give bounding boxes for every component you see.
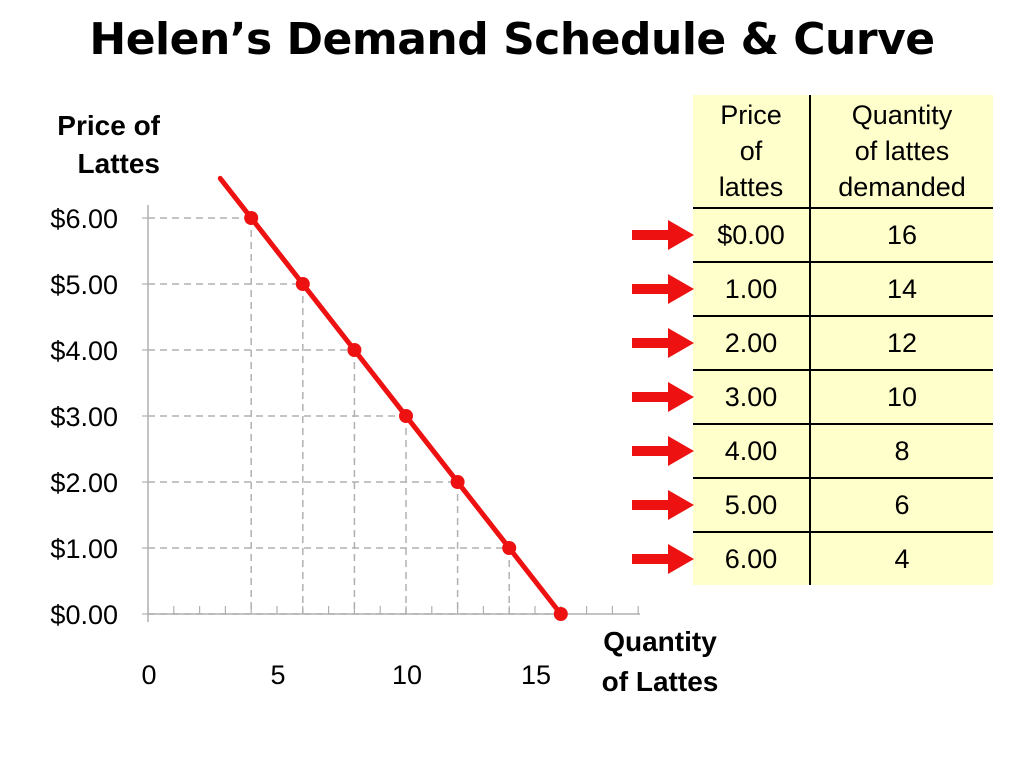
x-tick-label: 15 xyxy=(521,660,551,690)
y-tick-label: $5.00 xyxy=(50,270,118,300)
table-row: 5.00 6 xyxy=(693,477,993,532)
quantity-cell: 10 xyxy=(810,369,993,424)
data-point xyxy=(450,475,465,489)
quantity-cell: 4 xyxy=(810,531,993,585)
table-header-row: Price of lattes Quantity of lattes deman… xyxy=(693,95,993,208)
table-row: 1.00 14 xyxy=(693,261,993,316)
row-arrow-icon xyxy=(632,220,694,250)
quantity-cell: 12 xyxy=(810,315,993,370)
price-cell: 1.00 xyxy=(693,261,811,316)
row-arrow-icon xyxy=(632,490,694,520)
tick-label-layer: $0.00 $1.00 $2.00 $3.00 $4.00 $5.00 $6.00 0 5 10 1… xyxy=(50,204,551,690)
table-row: 3.00 10 xyxy=(693,369,993,424)
price-cell: 5.00 xyxy=(693,477,811,532)
demand-curve-line xyxy=(217,175,564,617)
curve-layer xyxy=(217,175,568,621)
x-tick-label: 5 xyxy=(270,660,285,690)
table-row: 2.00 12 xyxy=(693,315,993,370)
header-text: lattes xyxy=(718,172,784,202)
price-cell: 6.00 xyxy=(693,531,811,585)
quantity-cell: 16 xyxy=(810,207,993,262)
table-row: $0.00 16 xyxy=(693,207,993,262)
x-tick-label: 0 xyxy=(141,660,156,690)
quantity-cell: 14 xyxy=(810,261,993,316)
y-axis-title-line-1: Price of xyxy=(57,110,160,141)
y-tick-label: $3.00 xyxy=(50,402,118,432)
y-tick-label: $0.00 xyxy=(50,600,118,630)
x-axis-title: Quantity of Lattes xyxy=(575,622,745,702)
row-arrow-icon xyxy=(632,274,694,304)
slide-title: Helen’s Demand Schedule & Curve xyxy=(89,14,935,65)
grid-layer xyxy=(148,217,561,615)
y-tick-label: $1.00 xyxy=(50,534,118,564)
quantity-cell: 6 xyxy=(810,477,993,532)
header-text: Quantity xyxy=(851,100,953,130)
y-axis-title: Price of Lattes xyxy=(20,107,160,183)
price-cell: 2.00 xyxy=(693,315,811,370)
table-row: 4.00 8 xyxy=(693,423,993,478)
data-point xyxy=(347,343,362,357)
y-tick-label: $6.00 xyxy=(50,204,118,234)
data-point xyxy=(553,607,568,621)
price-cell: $0.00 xyxy=(693,207,811,262)
price-column-header: Price of lattes xyxy=(693,95,811,208)
data-point xyxy=(244,211,259,225)
axis-layer xyxy=(142,205,640,622)
header-text: demanded xyxy=(838,172,966,202)
row-arrow-icon xyxy=(632,543,694,574)
y-tick-label: $4.00 xyxy=(50,336,118,366)
row-arrow-icon xyxy=(632,436,694,466)
row-arrow-icon xyxy=(632,382,694,412)
header-text: of xyxy=(739,136,763,166)
x-tick-label: 10 xyxy=(392,660,422,690)
data-point xyxy=(295,277,310,291)
header-text: Price xyxy=(720,100,782,130)
row-arrow-icon xyxy=(632,328,694,358)
x-axis-title-line-2: of Lattes xyxy=(601,666,719,697)
header-text: of lattes xyxy=(854,136,950,166)
table-row: 6.00 4 xyxy=(693,531,993,585)
quantity-cell: 8 xyxy=(810,423,993,478)
price-cell: 4.00 xyxy=(693,423,811,478)
price-cell: 3.00 xyxy=(693,369,811,424)
x-axis-title-line-1: Quantity xyxy=(603,626,717,657)
demand-schedule-table: Price of lattes Quantity of lattes deman… xyxy=(693,95,993,585)
data-point xyxy=(399,409,413,423)
data-point xyxy=(502,541,517,555)
y-axis-title-line-2: Lattes xyxy=(77,148,160,179)
quantity-column-header: Quantity of lattes demanded xyxy=(810,95,993,208)
y-tick-label: $2.00 xyxy=(50,468,118,498)
